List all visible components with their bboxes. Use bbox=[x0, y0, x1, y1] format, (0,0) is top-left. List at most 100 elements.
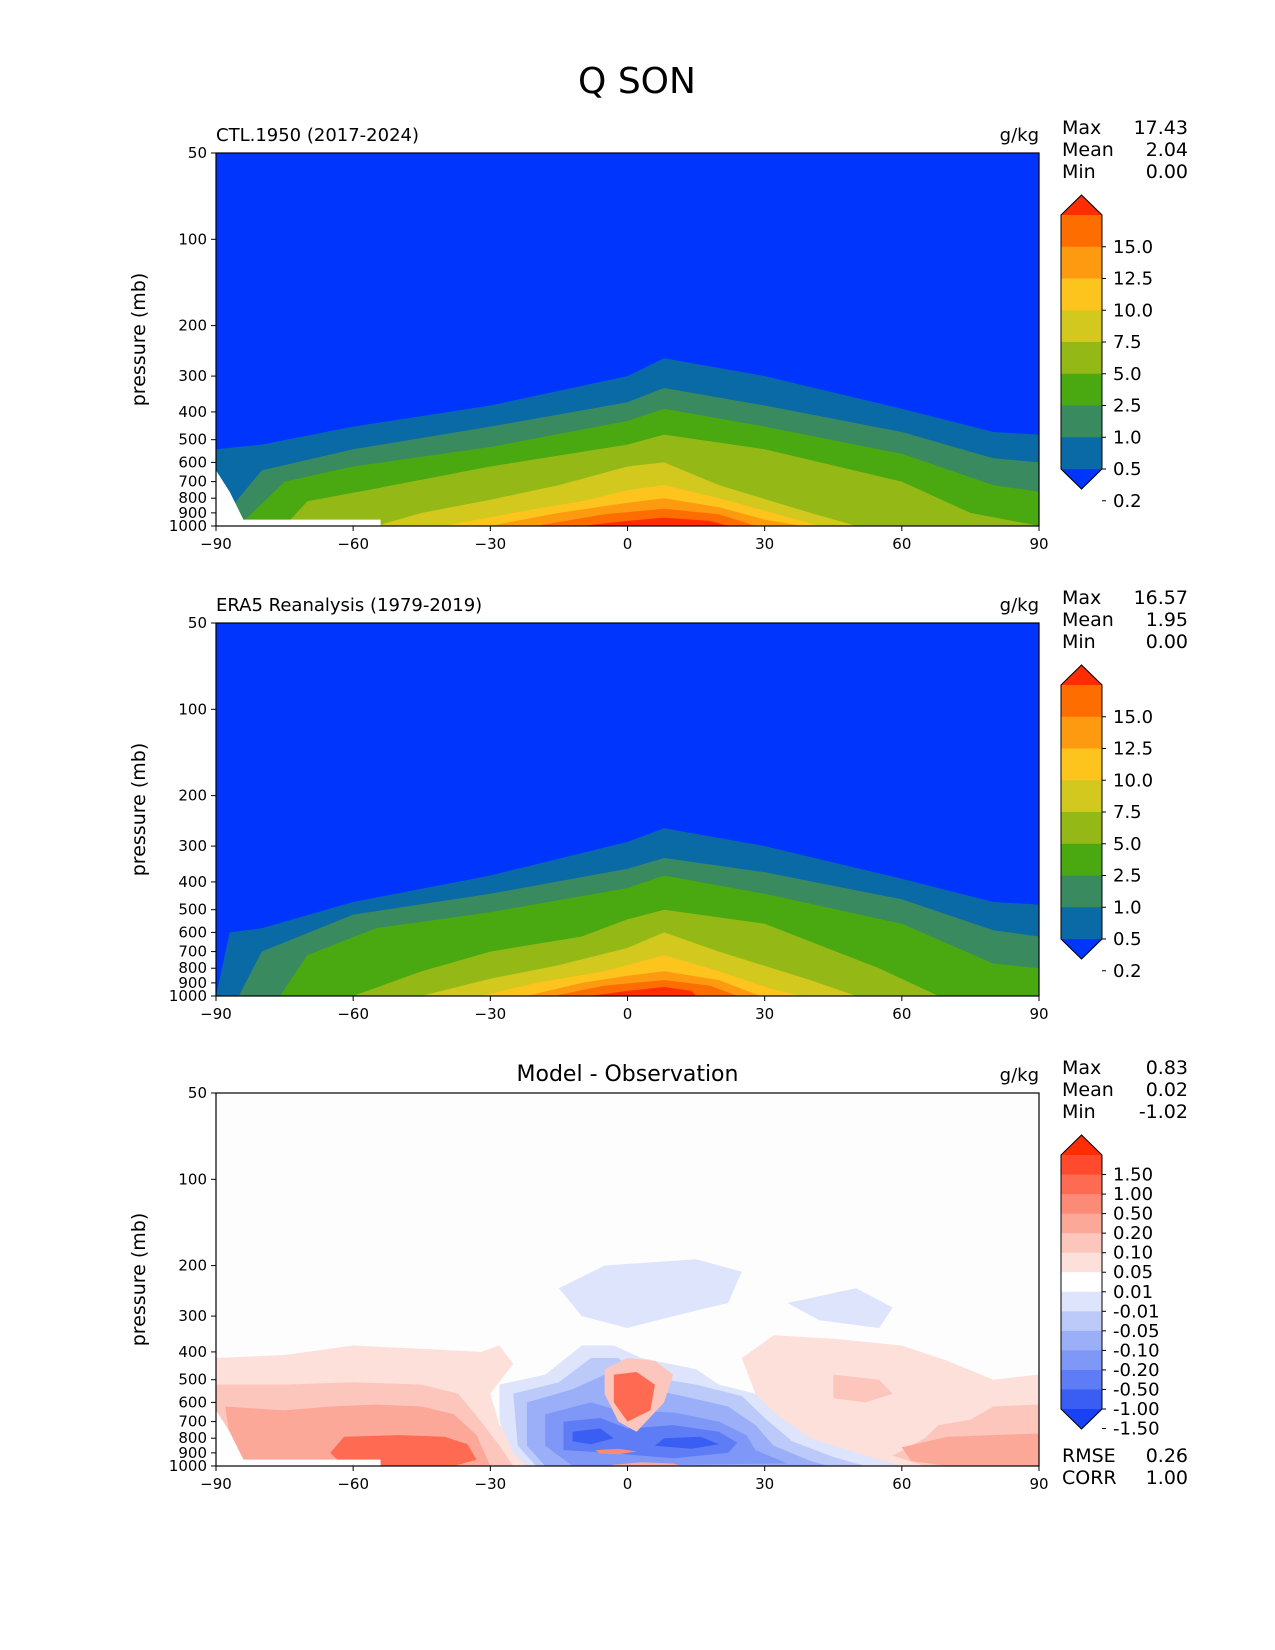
panel-p2: ERA5 Reanalysis (1979-2019) g/kg pressure … bbox=[128, 587, 1188, 1023]
colorbar: 1.501.000.500.200.100.050.01-0.01-0.05-0… bbox=[1060, 1134, 1160, 1440]
stat-label: CORR bbox=[1062, 1467, 1117, 1489]
stat-value: 17.43 bbox=[1134, 117, 1188, 139]
y-tick-label: 400 bbox=[178, 403, 207, 421]
colorbar-swatch bbox=[1061, 1291, 1102, 1312]
colorbar-label: 1.0 bbox=[1113, 897, 1142, 918]
stat-value: 1.95 bbox=[1146, 609, 1188, 631]
y-tick-label: 700 bbox=[178, 1413, 207, 1431]
colorbar-label: -1.00 bbox=[1113, 1399, 1160, 1420]
colorbar-label: 0.5 bbox=[1113, 929, 1142, 950]
missing-data-mask bbox=[216, 1410, 381, 1466]
y-tick-label: 200 bbox=[178, 787, 207, 805]
diff-pos-north-upper bbox=[833, 1374, 893, 1403]
colorbar-label: -1.50 bbox=[1113, 1419, 1160, 1440]
y-tick-label: 800 bbox=[178, 959, 207, 977]
y-tick-label: 1000 bbox=[169, 987, 207, 1005]
y-tick-label: 300 bbox=[178, 837, 207, 855]
panel-p3: Model - Observation g/kg pressure (mb) 50 10… bbox=[128, 1057, 1188, 1493]
colorbar-label: 0.10 bbox=[1113, 1243, 1153, 1264]
panel-p1: CTL.1950 (2017-2024) g/kg pressure (mb) 50 1… bbox=[128, 117, 1188, 553]
colorbar-swatch bbox=[1061, 1213, 1102, 1234]
colorbar-label: 7.5 bbox=[1113, 802, 1142, 823]
y-tick-label: 300 bbox=[178, 1307, 207, 1325]
colorbar-swatch bbox=[1061, 278, 1102, 311]
y-tick-label: 600 bbox=[178, 1393, 207, 1411]
y-tick-label: 800 bbox=[178, 1429, 207, 1447]
x-tick-label: 90 bbox=[1029, 1005, 1048, 1023]
colorbar-label: 10.0 bbox=[1113, 770, 1153, 791]
stat-label: Max bbox=[1062, 587, 1101, 609]
colorbar-label: 0.20 bbox=[1113, 1223, 1153, 1244]
missing-data-mask bbox=[216, 470, 381, 526]
x-tick-label: −30 bbox=[475, 1005, 507, 1023]
colorbar-label: 2.5 bbox=[1113, 866, 1142, 887]
level-band-15 bbox=[590, 987, 697, 996]
colorbar-swatch bbox=[1061, 1174, 1102, 1195]
stat-value: 16.57 bbox=[1134, 587, 1188, 609]
x-tick-label: 30 bbox=[755, 1005, 774, 1023]
x-tick-label: −90 bbox=[200, 1475, 232, 1493]
colorbar-swatch bbox=[1061, 1252, 1102, 1273]
panels: CTL.1950 (2017-2024) g/kg pressure (mb) 50 1… bbox=[128, 117, 1188, 1493]
x-tick-label: −60 bbox=[337, 1005, 369, 1023]
colorbar-swatch bbox=[1061, 373, 1102, 406]
y-tick-label: 900 bbox=[178, 504, 207, 522]
diff-neg-upper-right bbox=[787, 1288, 893, 1328]
x-tick-label: 90 bbox=[1029, 1475, 1048, 1493]
y-tick-label: 800 bbox=[178, 489, 207, 507]
y-tick-label: 50 bbox=[188, 144, 207, 162]
y-tick-label: 200 bbox=[178, 1257, 207, 1275]
x-tick-label: 30 bbox=[755, 535, 774, 553]
y-tick-label: 900 bbox=[178, 1444, 207, 1462]
stat-label: Min bbox=[1062, 1101, 1096, 1123]
y-axis-label: pressure (mb) bbox=[128, 273, 150, 407]
colorbar-swatch bbox=[1061, 748, 1102, 781]
y-axis-label: pressure (mb) bbox=[128, 743, 150, 877]
diff-pos-surface bbox=[609, 1462, 683, 1466]
colorbar-label: 0.5 bbox=[1113, 459, 1142, 480]
y-tick-label: 200 bbox=[178, 317, 207, 335]
y-tick-label: 500 bbox=[178, 1371, 207, 1389]
colorbar-swatch bbox=[1061, 195, 1102, 215]
colorbar-label: 1.50 bbox=[1113, 1165, 1153, 1186]
stat-value: -1.02 bbox=[1139, 1101, 1188, 1123]
stat-value: 1.00 bbox=[1146, 1467, 1188, 1489]
colorbar-label: 0.01 bbox=[1113, 1282, 1153, 1303]
diff-neg-upper-001 bbox=[558, 1259, 742, 1328]
stat-label: Max bbox=[1062, 1057, 1101, 1079]
diff-pos-tropic-050 bbox=[613, 1372, 655, 1422]
colorbar-swatch bbox=[1061, 939, 1102, 959]
y-tick-label: 300 bbox=[178, 367, 207, 385]
y-tick-label: 100 bbox=[178, 230, 207, 248]
colorbar-swatch bbox=[1061, 812, 1102, 845]
x-tick-label: −90 bbox=[200, 535, 232, 553]
colorbar-swatch bbox=[1061, 246, 1102, 279]
colorbar-label: -0.01 bbox=[1113, 1301, 1160, 1322]
diff-neg-core-east bbox=[654, 1436, 719, 1449]
x-tick-label: 30 bbox=[755, 1475, 774, 1493]
stat-value: 0.00 bbox=[1146, 161, 1188, 183]
plot-area bbox=[216, 153, 1039, 526]
x-tick-label: 0 bbox=[623, 1005, 633, 1023]
units-label: g/kg bbox=[1000, 1065, 1039, 1086]
colorbar-label: 7.5 bbox=[1113, 332, 1142, 353]
colorbar-swatch bbox=[1061, 1135, 1102, 1155]
colorbar: 15.0 12.5 10.0 7.5 5.0 2.5 1.0 0.5 0.2 bbox=[1060, 664, 1153, 982]
colorbar-swatch bbox=[1061, 469, 1102, 489]
colorbar-swatch bbox=[1061, 685, 1102, 718]
panel-title: CTL.1950 (2017-2024) bbox=[216, 125, 419, 146]
colorbar-label: 1.00 bbox=[1113, 1184, 1153, 1205]
colorbar-swatch bbox=[1061, 665, 1102, 685]
x-tick-label: −90 bbox=[200, 1005, 232, 1023]
colorbar-swatch bbox=[1061, 1272, 1102, 1293]
y-tick-label: 600 bbox=[178, 923, 207, 941]
colorbar-label: 0.05 bbox=[1113, 1262, 1153, 1283]
y-tick-label: 100 bbox=[178, 700, 207, 718]
x-tick-label: 0 bbox=[623, 535, 633, 553]
diff-pos-lower-small bbox=[595, 1448, 637, 1455]
stat-value: 0.83 bbox=[1146, 1057, 1188, 1079]
stat-label: RMSE bbox=[1062, 1445, 1116, 1467]
y-tick-label: 100 bbox=[178, 1170, 207, 1188]
colorbar-swatch bbox=[1061, 215, 1102, 248]
